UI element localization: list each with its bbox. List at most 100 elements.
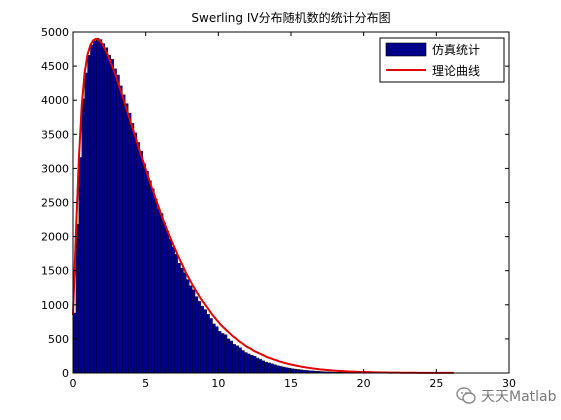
histogram-bar xyxy=(264,361,268,374)
wechat-logo-icon xyxy=(456,387,476,404)
y-tick-label: 5000 xyxy=(41,26,69,39)
histogram-bar xyxy=(84,72,88,374)
histogram-bar xyxy=(151,188,155,374)
histogram-bar xyxy=(221,333,225,374)
watermark: 天天Matlab xyxy=(455,382,559,410)
histogram-bar xyxy=(244,352,248,374)
x-tick-label: 15 xyxy=(284,377,298,390)
legend-swatch-histogram xyxy=(385,42,427,57)
histogram-bar xyxy=(250,355,254,374)
histogram-bar xyxy=(87,55,91,374)
y-tick-label: 1500 xyxy=(41,265,69,278)
y-tick-label: 3000 xyxy=(41,162,69,175)
histogram-bar xyxy=(157,208,161,374)
histogram-bar xyxy=(148,180,152,374)
legend: 仿真统计 理论曲线 xyxy=(379,37,505,83)
histogram-bar xyxy=(113,68,117,374)
histogram-bar xyxy=(189,285,193,374)
histogram-bar xyxy=(81,98,85,374)
y-tick-label: 3500 xyxy=(41,128,69,141)
histogram-bar xyxy=(183,272,187,374)
histogram-bar xyxy=(128,112,132,374)
histogram-bar xyxy=(267,362,271,374)
y-tick-label: 0 xyxy=(62,367,69,380)
histogram-bar xyxy=(282,366,286,374)
y-tick-label: 2500 xyxy=(41,197,69,210)
histogram-bar xyxy=(279,366,283,374)
x-axis: 0 5 10 15 20 25 30 xyxy=(70,32,516,390)
histogram-bar xyxy=(107,55,111,374)
histogram-bar xyxy=(258,359,263,374)
histogram-bar xyxy=(215,326,219,374)
histogram-bar xyxy=(78,157,82,374)
y-tick-label: 500 xyxy=(48,333,69,346)
legend-label-histogram: 仿真统计 xyxy=(432,43,480,57)
histogram-bar xyxy=(273,364,277,374)
histogram-bar xyxy=(165,230,170,374)
histogram-bar xyxy=(253,356,257,374)
x-tick-label: 5 xyxy=(142,377,149,390)
y-axis: 0 500 1000 1500 2000 2500 3000 3500 4000 4500 5000 xyxy=(41,26,509,380)
histogram-bar xyxy=(197,301,202,374)
histogram-bar xyxy=(162,222,167,374)
histogram-bar xyxy=(200,305,204,374)
x-tick-label: 25 xyxy=(429,377,443,390)
histogram-bar xyxy=(174,254,178,374)
histogram-bar xyxy=(191,289,196,374)
histogram-bar xyxy=(218,331,222,374)
histogram-bar xyxy=(119,85,123,374)
x-tick-label: 30 xyxy=(502,377,516,390)
histogram-bar xyxy=(101,43,106,374)
histogram-bar xyxy=(171,246,175,374)
histogram-bar xyxy=(241,350,245,374)
histogram-bar xyxy=(125,103,129,374)
histogram-bar xyxy=(270,363,274,374)
histogram-bar xyxy=(296,369,300,374)
histogram-bar xyxy=(98,39,103,374)
y-tick-label: 4000 xyxy=(41,94,69,107)
y-tick-label: 4500 xyxy=(41,60,69,73)
histogram-bar xyxy=(142,163,146,374)
histogram-bar xyxy=(110,59,114,374)
histogram-bar xyxy=(122,94,126,374)
histogram-bar xyxy=(212,323,216,374)
histogram-bar xyxy=(130,123,135,374)
x-tick-label: 20 xyxy=(357,377,371,390)
histogram-bar xyxy=(96,37,100,374)
histogram-bar xyxy=(232,344,236,374)
x-tick-label: 0 xyxy=(70,377,77,390)
histogram-bar xyxy=(238,347,242,374)
histogram-bar xyxy=(226,338,231,374)
y-tick-label: 2000 xyxy=(41,231,69,244)
histogram-bar xyxy=(194,296,199,374)
histogram-bar xyxy=(93,40,97,374)
histogram-bar xyxy=(209,318,213,374)
histogram-bar xyxy=(168,239,173,374)
histogram-bar xyxy=(160,213,164,374)
histogram-bar xyxy=(104,47,109,374)
histogram-bar xyxy=(255,357,260,374)
histogram-bar xyxy=(136,142,141,374)
histogram-bar xyxy=(206,314,210,374)
histogram-bar xyxy=(276,365,280,374)
histogram-bar xyxy=(154,198,158,374)
chart-title: Swerling IV分布随机数的统计分布图 xyxy=(191,10,390,25)
histogram-bar xyxy=(235,345,239,374)
histogram-bar xyxy=(116,74,120,374)
histogram-bar xyxy=(133,132,138,374)
x-tick-label: 10 xyxy=(211,377,225,390)
histogram-bar xyxy=(229,340,234,374)
histogram-bar xyxy=(247,353,251,374)
histogram-bar xyxy=(285,367,289,374)
histogram-bar xyxy=(293,368,297,374)
histogram-bar xyxy=(186,279,190,374)
histogram-bar xyxy=(261,360,266,374)
histogram-bar xyxy=(139,151,143,374)
y-tick-label: 1000 xyxy=(41,299,69,312)
watermark-text: 天天Matlab xyxy=(481,389,557,405)
histogram-bar xyxy=(90,44,94,374)
legend-label-curve: 理论曲线 xyxy=(432,64,480,78)
histogram-bar xyxy=(223,334,228,374)
histogram-bar xyxy=(203,309,207,374)
